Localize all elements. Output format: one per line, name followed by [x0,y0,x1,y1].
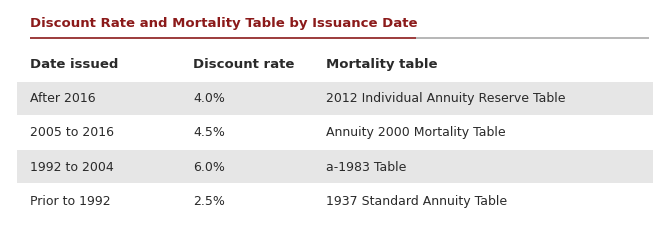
Text: Annuity 2000 Mortality Table: Annuity 2000 Mortality Table [326,126,506,140]
Text: a-1983 Table: a-1983 Table [326,161,407,174]
Text: 6.0%: 6.0% [193,161,225,174]
Text: 1992 to 2004: 1992 to 2004 [30,161,114,174]
Text: Prior to 1992: Prior to 1992 [30,195,111,208]
Text: 2.5%: 2.5% [193,195,225,208]
Text: 4.0%: 4.0% [193,92,225,105]
Text: 2012 Individual Annuity Reserve Table: 2012 Individual Annuity Reserve Table [326,92,566,105]
Text: Discount rate: Discount rate [193,58,294,71]
Text: 1937 Standard Annuity Table: 1937 Standard Annuity Table [326,195,507,208]
Text: 2005 to 2016: 2005 to 2016 [30,126,114,140]
Text: After 2016: After 2016 [30,92,96,105]
Text: Discount Rate and Mortality Table by Issuance Date: Discount Rate and Mortality Table by Iss… [30,17,418,30]
Text: Date issued: Date issued [30,58,119,71]
Text: 4.5%: 4.5% [193,126,225,140]
Text: Mortality table: Mortality table [326,58,438,71]
